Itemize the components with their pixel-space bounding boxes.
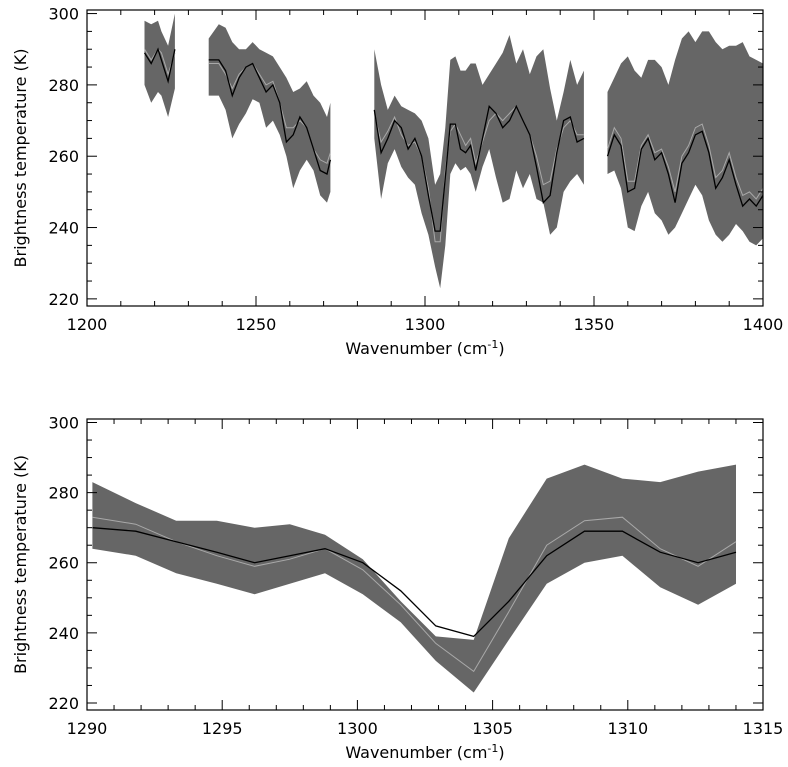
mean-series-segment-2: [208, 59, 332, 175]
y-tick-label: 260: [48, 554, 79, 573]
mean-series-segment-4: [606, 130, 763, 208]
chart-panel-2: 1290 1295 1300 1305 1310 1315 220 240 260 280 300 W…: [11, 414, 783, 762]
x-tick-label: 1300: [337, 719, 378, 738]
plot-area: [143, 13, 763, 289]
light-series-segment-1: [92, 516, 737, 673]
x-tick-label: 1400: [743, 315, 784, 334]
mean-series-segment-3: [373, 104, 585, 232]
y-tick-label: 240: [48, 219, 79, 238]
light-series-segment-4: [607, 123, 763, 200]
y-tick-label: 280: [48, 484, 79, 503]
plot-frame: [86, 418, 764, 711]
x-tick-label: 1310: [607, 719, 648, 738]
uncertainty-band-segment-2: [208, 24, 331, 203]
y-axis-label: Brightness temperature (K): [11, 49, 30, 268]
mean-series-segment-1: [143, 47, 176, 84]
x-tick-label: 1305: [472, 719, 513, 738]
chart-panel-1: 1200 1250 1300 1350 1400 220 240 260 280 300 Waven…: [11, 5, 783, 358]
x-tick-label: 1290: [67, 719, 108, 738]
x-tick-label: 1295: [202, 719, 243, 738]
y-tick-label: 300: [48, 5, 79, 24]
x-tick-label: 1350: [574, 315, 615, 334]
y-tick-label: 300: [48, 414, 79, 433]
y-tick-label: 280: [48, 76, 79, 95]
y-tick-label: 260: [48, 147, 79, 166]
light-series-segment-1: [144, 48, 176, 76]
x-tick-label: 1315: [743, 719, 784, 738]
y-tick-label: 220: [48, 694, 79, 713]
mean-series-segment-1: [92, 527, 737, 638]
x-tick-label: 1300: [405, 315, 446, 334]
uncertainty-band-segment-1: [144, 13, 175, 118]
x-tick-label: 1250: [236, 315, 277, 334]
plot-area: [92, 464, 737, 693]
y-tick-label: 240: [48, 624, 79, 643]
x-axis-label: Wavenumber (cm-1): [345, 338, 504, 358]
uncertainty-band-segment-1: [92, 464, 736, 693]
uncertainty-band-segment-3: [374, 35, 584, 289]
x-tick-label: 1200: [67, 315, 108, 334]
y-tick-label: 220: [48, 290, 79, 309]
y-axis-label: Brightness temperature (K): [11, 455, 30, 674]
x-axis-label: Wavenumber (cm-1): [345, 742, 504, 762]
uncertainty-band-segment-4: [607, 31, 763, 246]
